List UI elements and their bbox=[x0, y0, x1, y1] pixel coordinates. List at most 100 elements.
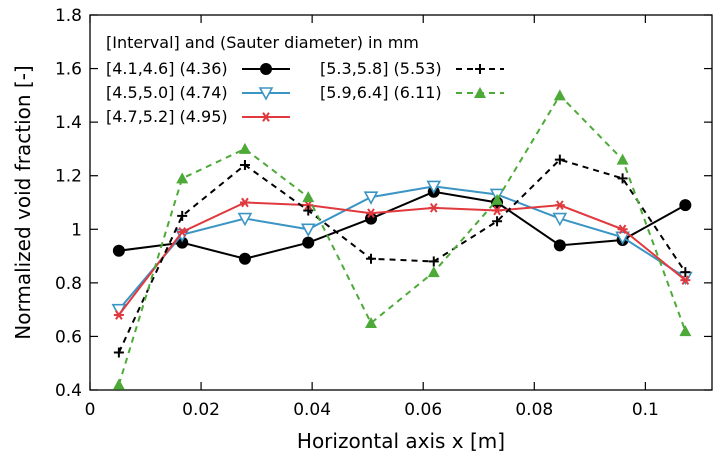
legend-entry: [4.1,4.6] (4.36) bbox=[106, 59, 290, 78]
x-tick-label: 0.04 bbox=[293, 400, 331, 420]
marker-plus bbox=[303, 205, 314, 216]
plot-frame bbox=[89, 14, 713, 391]
series-2 bbox=[111, 180, 693, 318]
marker-filled-triangle bbox=[616, 153, 629, 165]
marker-plus bbox=[617, 173, 628, 184]
marker-asterisk bbox=[177, 227, 188, 237]
series-line bbox=[118, 201, 686, 316]
series-3 bbox=[113, 197, 691, 320]
marker-plus bbox=[475, 64, 485, 74]
legend: [Interval] and (Sauter diameter) in mm [… bbox=[106, 33, 504, 126]
marker-filled-circle bbox=[365, 212, 378, 225]
marker-plus bbox=[680, 267, 691, 278]
marker-filled-circle bbox=[112, 244, 125, 257]
series-line bbox=[117, 158, 687, 353]
marker-filled-triangle bbox=[427, 266, 440, 278]
x-tick-label: 0.06 bbox=[404, 400, 442, 420]
legend-entry: [4.5,5.0] (4.74) bbox=[106, 83, 290, 102]
marker-open-triangle bbox=[258, 87, 274, 101]
marker-filled-circle bbox=[238, 252, 251, 265]
marker-stroke bbox=[493, 205, 501, 216]
marker-stroke bbox=[304, 200, 313, 211]
x-tick-label: 0 bbox=[85, 400, 96, 420]
y-tick-label: 1.6 bbox=[55, 60, 82, 80]
marker-filled-triangle bbox=[553, 89, 566, 101]
marker-stroke bbox=[115, 310, 123, 320]
y-tick-label: 1 bbox=[71, 220, 82, 240]
series-5 bbox=[112, 89, 692, 390]
marker-filled-triangle bbox=[679, 325, 692, 337]
legend-entry: [5.9,6.4] (6.11) bbox=[320, 83, 504, 102]
y-tick-label: 0.6 bbox=[55, 327, 82, 347]
marker-asterisk bbox=[113, 310, 124, 320]
marker-stroke bbox=[681, 275, 690, 286]
y-tick-label: 0.4 bbox=[55, 381, 82, 401]
legend-label: [4.7,5.2] (4.95) bbox=[106, 107, 228, 126]
legend-label: [5.3,5.8] (5.53) bbox=[320, 59, 442, 78]
x-tick-label: 0.08 bbox=[515, 400, 553, 420]
series-line bbox=[118, 185, 686, 311]
marker-stroke bbox=[618, 224, 627, 235]
series-layer bbox=[111, 89, 693, 390]
legend-label: [5.9,6.4] (6.11) bbox=[320, 83, 442, 102]
marker-asterisk bbox=[554, 200, 565, 211]
marker-plus bbox=[177, 210, 188, 221]
marker-plus bbox=[366, 253, 377, 264]
x-tick-label: 0.1 bbox=[632, 400, 659, 420]
marker-filled-circle bbox=[302, 236, 315, 249]
marker-filled-triangle bbox=[474, 87, 486, 98]
marker-filled-circle bbox=[553, 239, 566, 252]
axis-ticks: 0 0.02 0.04 0.06 0.08 0.1 0.4 0.6 0.8 1 1.2 1.4 1.6 1… bbox=[55, 6, 712, 420]
marker-filled-triangle bbox=[491, 193, 504, 205]
marker-filled-triangle bbox=[238, 142, 251, 154]
series-line bbox=[117, 93, 687, 385]
x-tick-label: 0.02 bbox=[182, 400, 220, 420]
marker-stroke bbox=[178, 227, 187, 237]
marker-open-triangle bbox=[615, 231, 630, 245]
y-axis-label: Normalized void fraction [-] bbox=[11, 65, 35, 339]
marker-filled-triangle bbox=[365, 317, 378, 329]
marker-asterisk bbox=[239, 197, 250, 208]
marker-plus bbox=[492, 216, 503, 227]
marker-stroke bbox=[262, 112, 270, 122]
series-1 bbox=[112, 185, 692, 265]
marker-open-triangle bbox=[237, 212, 253, 227]
plot-border bbox=[89, 14, 713, 391]
marker-filled-triangle bbox=[302, 191, 315, 203]
y-tick-label: 1.2 bbox=[55, 167, 82, 187]
marker-stroke bbox=[241, 197, 249, 208]
y-tick-label: 0.8 bbox=[55, 274, 82, 294]
marker-plus bbox=[113, 347, 124, 358]
marker-plus bbox=[554, 154, 565, 165]
marker-filled-triangle bbox=[112, 378, 125, 390]
marker-plus bbox=[239, 160, 250, 170]
series-4 bbox=[113, 154, 691, 358]
marker-stroke bbox=[429, 203, 438, 213]
marker-stroke bbox=[556, 200, 564, 211]
marker-asterisk bbox=[366, 208, 377, 219]
marker-filled-triangle bbox=[176, 172, 189, 184]
marker-stroke bbox=[367, 208, 375, 219]
marker-asterisk bbox=[617, 224, 628, 235]
marker-filled-circle bbox=[679, 199, 692, 212]
marker-asterisk bbox=[261, 112, 271, 122]
marker-open-triangle bbox=[426, 180, 442, 195]
marker-plus bbox=[428, 256, 439, 267]
marker-asterisk bbox=[492, 205, 503, 216]
marker-asterisk bbox=[428, 203, 439, 213]
legend-entry: [5.3,5.8] (5.53) bbox=[320, 59, 504, 78]
marker-open-triangle bbox=[300, 223, 316, 237]
marker-asterisk bbox=[680, 275, 691, 286]
series-line bbox=[118, 190, 686, 260]
legend-label: [4.1,4.6] (4.36) bbox=[106, 59, 228, 78]
y-tick-label: 1.8 bbox=[55, 6, 82, 26]
legend-title: [Interval] and (Sauter diameter) in mm bbox=[106, 33, 419, 52]
legend-entry: [4.7,5.2] (4.95) bbox=[106, 107, 290, 126]
marker-open-triangle bbox=[552, 212, 568, 227]
marker-open-triangle bbox=[363, 191, 379, 205]
y-tick-label: 1.4 bbox=[55, 113, 82, 133]
x-axis-label: Horizontal axis x [m] bbox=[297, 429, 505, 453]
marker-filled-circle bbox=[260, 63, 272, 75]
legend-label: [4.5,5.0] (4.74) bbox=[106, 83, 228, 102]
